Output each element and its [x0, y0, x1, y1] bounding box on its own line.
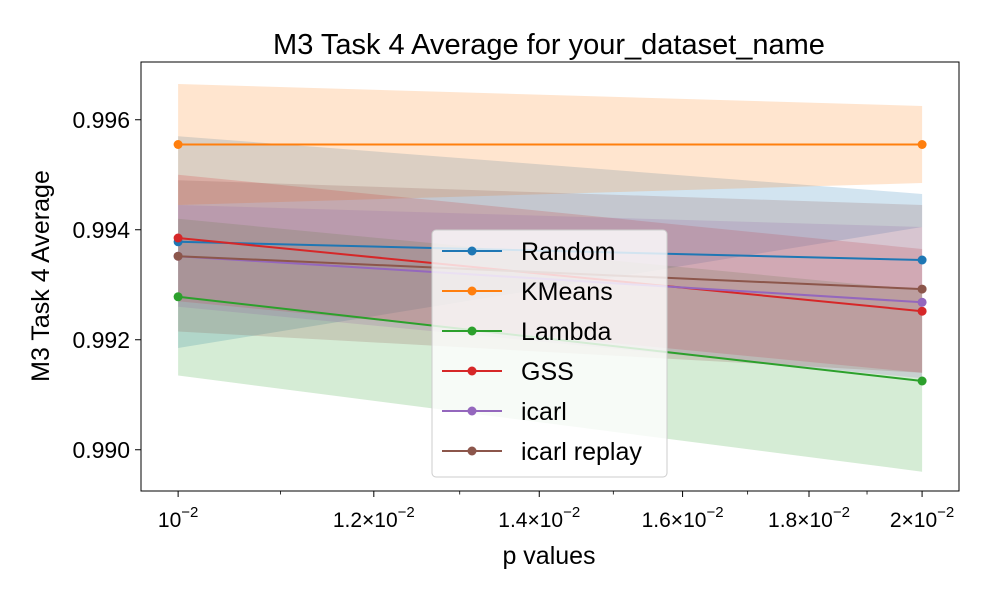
x-tick-label: 1.2×10−2	[333, 504, 415, 532]
y-tick-label: 0.994	[72, 217, 130, 243]
legend-item-icarl-replay: icarl replay	[442, 438, 642, 466]
legend-marker-lambda	[467, 326, 477, 336]
x-tick-label: 1.4×10−2	[498, 504, 580, 532]
legend-label-gss: GSS	[521, 358, 574, 386]
legend-marker-icarl	[467, 406, 477, 416]
y-tick-label: 0.996	[72, 107, 130, 133]
x-tick-label: 1.8×10−2	[768, 504, 850, 532]
legend-item-gss: GSS	[442, 358, 574, 386]
point-gss	[173, 233, 183, 243]
point-kmeans	[173, 140, 183, 149]
point-icarl-replay	[173, 251, 183, 261]
legend-marker-random	[467, 246, 477, 256]
x-tick-label: 2×10−2	[890, 504, 954, 532]
legend-item-icarl: icarl	[442, 398, 567, 426]
legend-marker-icarl-replay	[467, 446, 477, 456]
legend-marker-gss	[467, 366, 477, 376]
point-lambda	[173, 292, 183, 302]
point-lambda	[917, 376, 927, 386]
legend-item-lambda: Lambda	[442, 318, 611, 346]
plot-frame	[140, 61, 960, 492]
point-icarl-replay	[917, 284, 927, 294]
y-tick-label: 0.990	[72, 437, 130, 463]
legend-item-kmeans: KMeans	[442, 278, 613, 306]
legend-item-random: Random	[442, 238, 616, 266]
y-tick-label: 0.992	[72, 327, 130, 353]
legend: Random KMeans Lambda GSS icarl icarl replay	[431, 229, 668, 478]
legend-label-icarl: icarl	[521, 398, 567, 426]
legend-label-random: Random	[521, 238, 616, 266]
x-tick-label: 1.6×10−2	[642, 504, 724, 532]
x-axis-label: p values	[502, 542, 595, 570]
y-axis: 0.990 0.992 0.994 0.996	[72, 107, 141, 463]
legend-marker-kmeans	[467, 286, 477, 296]
point-kmeans	[917, 140, 927, 149]
x-tick-label: 10−2	[158, 504, 198, 532]
chart-title: M3 Task 4 Average for your_dataset_name	[273, 29, 825, 61]
y-axis-label: M3 Task 4 Average	[27, 170, 55, 382]
point-icarl	[917, 297, 927, 307]
legend-label-icarl-replay: icarl replay	[521, 438, 642, 466]
point-random	[917, 255, 927, 265]
legend-label-kmeans: KMeans	[521, 278, 613, 306]
point-gss	[917, 306, 927, 316]
legend-label-lambda: Lambda	[521, 318, 611, 346]
x-axis: 10−2 1.2×10−2 1.4×10−2 1.6×10−2 1.8×10−2 2×10…	[158, 491, 954, 532]
